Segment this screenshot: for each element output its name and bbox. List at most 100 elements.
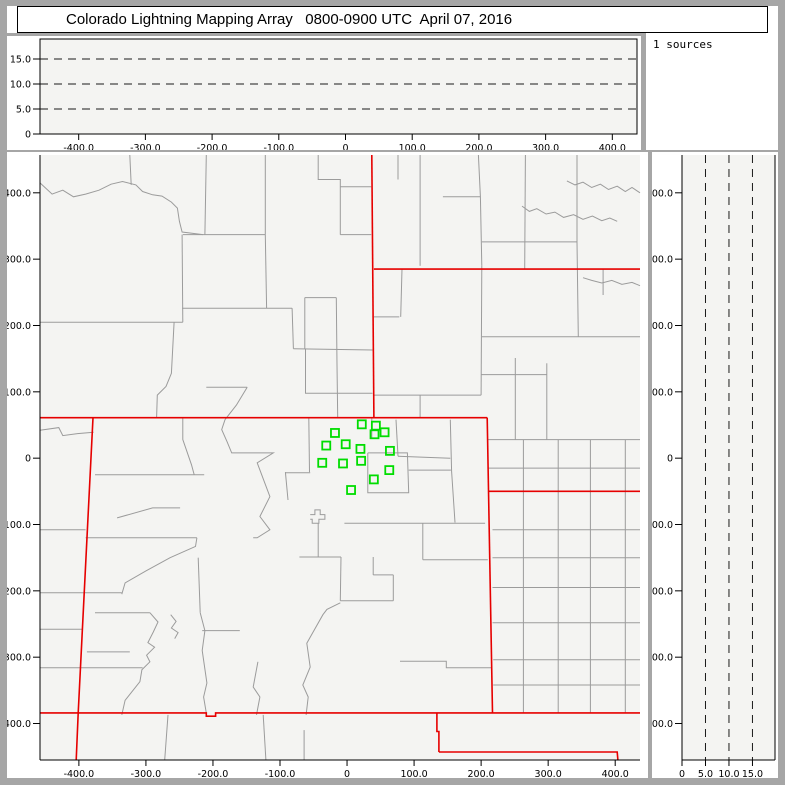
y-tick-label: -200.0 [7, 586, 31, 597]
station-marker [356, 419, 367, 430]
x-tick-label: -400.0 [63, 143, 94, 150]
county-border-line [308, 417, 310, 473]
county-border-line [566, 180, 641, 194]
county-border-line [400, 660, 492, 669]
county-border-line [164, 714, 169, 761]
county-border-line [305, 348, 373, 394]
county-border-line [397, 455, 451, 459]
plan-view-map-plot: -400.0 -300.0 -200.0 -100.0 0 100.0 200.0 300.0… [7, 154, 641, 778]
plot-area [40, 155, 640, 760]
x-tick-label: 0 [344, 769, 350, 778]
y-tick-label: -400.0 [652, 719, 673, 730]
x-tick-label: 0 [679, 769, 685, 778]
x-tick-label: -300.0 [130, 143, 161, 150]
y-tick-label: 10.0 [10, 80, 31, 91]
x-tick-label: 400.0 [599, 143, 626, 150]
y-tick-label: -300.0 [7, 653, 31, 664]
county-border-line [291, 308, 294, 349]
y-tick-label: -200.0 [652, 586, 673, 597]
station-marker [346, 485, 356, 495]
ew-altitude-panel: -400.0 -300.0 -200.0 -100.0 0 100.0 200.0 300.0… [7, 36, 641, 150]
y-tick-label: 300.0 [652, 255, 673, 266]
station-marker [330, 428, 340, 438]
x-tick-label: -400.0 [64, 769, 95, 778]
station-marker [355, 443, 366, 454]
county-border-line [521, 205, 618, 222]
x-tick-label: 0 [342, 143, 348, 150]
y-tick-label: 200.0 [7, 321, 31, 332]
station-marker [317, 457, 328, 468]
county-border-line [121, 537, 198, 595]
y-tick-label: 15.0 [10, 55, 31, 66]
county-border-line [524, 154, 526, 270]
county-border-line [252, 661, 261, 715]
county-border-line [181, 234, 184, 323]
x-tick-label: 300.0 [532, 143, 559, 150]
sources-panel: 1 sources [646, 33, 778, 150]
county-border-line [395, 419, 399, 457]
county-border-line [262, 714, 267, 761]
y-tick-label: -100.0 [7, 520, 31, 531]
county-border-line [170, 614, 179, 639]
county-border-line [264, 234, 268, 309]
county-border-line [335, 297, 339, 418]
station-marker [340, 439, 351, 450]
x-tick-label: 100.0 [399, 143, 426, 150]
county-border-line [156, 322, 175, 418]
county-border-line [129, 154, 132, 185]
x-tick-label: 10.0 [718, 769, 739, 778]
ns-altitude-plot: 0 5.0 10.015.0 400.0 300.0 200.0 100.0 0 -100.0 -… [652, 155, 776, 778]
y-tick-label: 400.0 [652, 188, 673, 199]
y-tick-label: 300.0 [7, 255, 31, 266]
y-tick-label: 100.0 [7, 387, 31, 398]
county-border-line [582, 277, 641, 287]
county-border-line [182, 417, 195, 475]
county-border-line [449, 419, 456, 523]
state-border-line [438, 751, 619, 761]
state-border-line [40, 712, 640, 718]
y-tick-label: -300.0 [652, 653, 673, 664]
county-border-line [39, 180, 203, 236]
county-border-line [221, 419, 276, 539]
y-tick-label: 0 [25, 454, 31, 465]
ns-altitude-panel: 0 5.0 10.015.0 400.0 300.0 200.0 100.0 0 -100.0 -… [652, 152, 778, 778]
x-tick-label: 200.0 [468, 769, 495, 778]
county-border-line [204, 154, 207, 235]
state-border-line [436, 712, 440, 752]
y-tick-label: 0 [667, 454, 673, 465]
county-border-line [339, 556, 342, 601]
state-border-line [486, 417, 494, 713]
station-marker [385, 445, 395, 456]
county-border-line [310, 509, 326, 524]
station-marker [379, 427, 390, 438]
x-tick-label: 300.0 [535, 769, 562, 778]
x-tick-label: -300.0 [131, 769, 162, 778]
county-border-line [284, 472, 289, 501]
station-marker [368, 474, 379, 485]
x-tick-label: 15.0 [742, 769, 763, 778]
station-marker [321, 440, 332, 451]
y-tick-label: -400.0 [7, 719, 31, 730]
county-border-line [121, 612, 159, 716]
station-marker [338, 458, 348, 469]
state-border-line [371, 154, 375, 418]
county-border-line [199, 612, 208, 713]
x-tick-label: 400.0 [602, 769, 629, 778]
x-tick-label: -200.0 [197, 143, 228, 150]
y-tick-label: 200.0 [652, 321, 673, 332]
sources-count-label: 1 sources [653, 38, 713, 51]
plot-frame [39, 38, 638, 135]
county-border-line [400, 269, 403, 317]
station-marker [369, 429, 380, 440]
county-border-line [116, 507, 181, 519]
y-tick-label: 0 [25, 130, 31, 141]
county-border-line [197, 557, 201, 613]
county-border-line [317, 155, 341, 235]
county-border-line [39, 427, 94, 437]
plan-view-map-panel: -400.0 -300.0 -200.0 -100.0 0 100.0 200.0 300.0… [7, 152, 648, 778]
x-tick-label: 200.0 [465, 143, 492, 150]
station-marker [384, 465, 395, 476]
county-border-line [293, 348, 373, 351]
y-tick-label: 100.0 [652, 387, 673, 398]
